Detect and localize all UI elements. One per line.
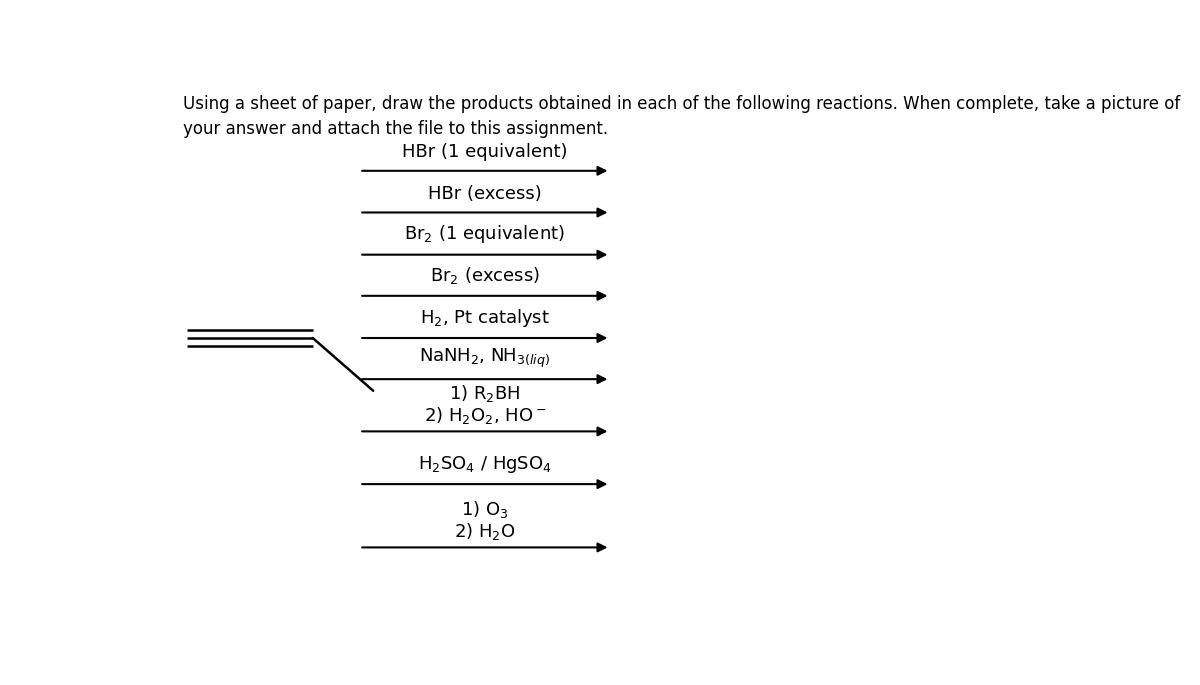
Text: Using a sheet of paper, draw the products obtained in each of the following reac: Using a sheet of paper, draw the product… [182, 95, 1180, 138]
Text: HBr (excess): HBr (excess) [428, 185, 541, 203]
Text: NaNH$_2$, NH$_{3(liq)}$: NaNH$_2$, NH$_{3(liq)}$ [419, 347, 551, 370]
Text: HBr (1 equivalent): HBr (1 equivalent) [402, 143, 568, 162]
Text: 1) O$_3$: 1) O$_3$ [461, 499, 509, 520]
Text: H$_2$, Pt catalyst: H$_2$, Pt catalyst [420, 306, 550, 329]
Text: Br$_2$ (1 equivalent): Br$_2$ (1 equivalent) [404, 223, 565, 245]
Text: 2) H$_2$O: 2) H$_2$O [454, 521, 516, 542]
Text: 1) R$_2$BH: 1) R$_2$BH [449, 383, 521, 404]
Text: 2) H$_2$O$_2$, HO$^-$: 2) H$_2$O$_2$, HO$^-$ [424, 405, 546, 426]
Text: H$_2$SO$_4$ / HgSO$_4$: H$_2$SO$_4$ / HgSO$_4$ [418, 453, 552, 475]
Text: Br$_2$ (excess): Br$_2$ (excess) [430, 265, 540, 286]
